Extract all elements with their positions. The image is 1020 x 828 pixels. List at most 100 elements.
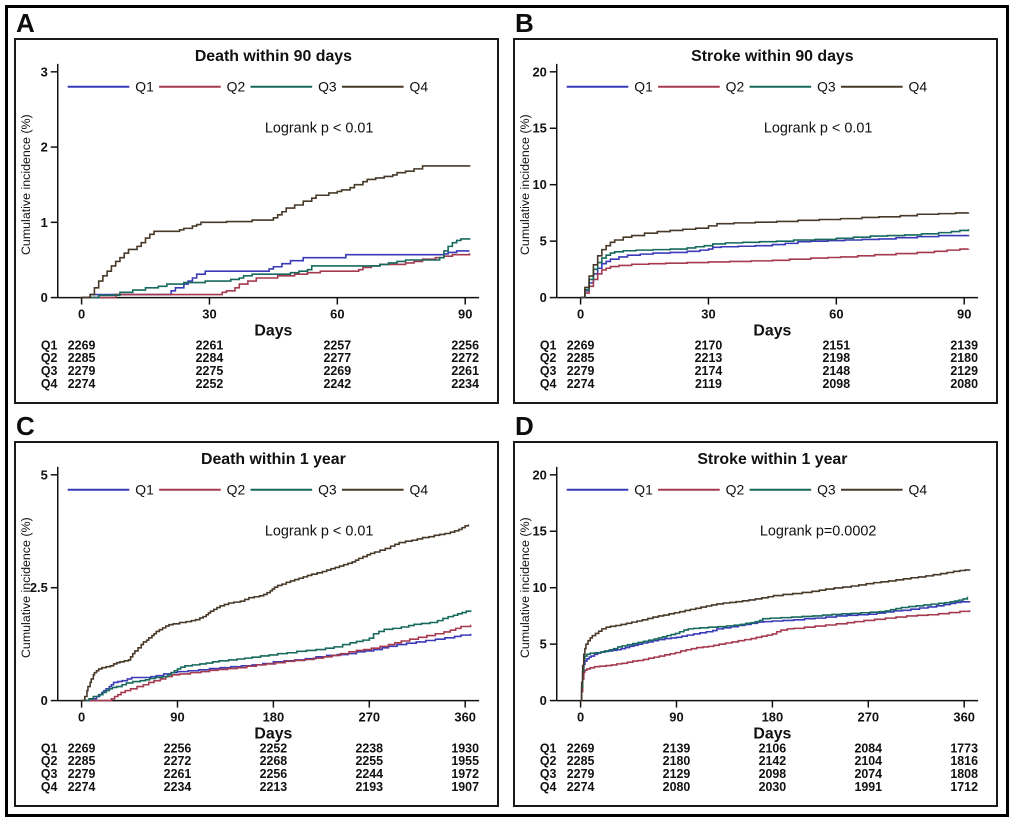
risk-count: 1972 <box>451 767 479 781</box>
risk-count: 2256 <box>164 741 192 755</box>
risk-count: 2238 <box>355 741 383 755</box>
panel-letter-a: A <box>16 8 35 38</box>
risk-count: 2279 <box>68 767 96 781</box>
y-tick-label: 5 <box>41 467 48 482</box>
x-tick-label: 90 <box>669 709 683 724</box>
risk-count: 2274 <box>68 780 96 794</box>
risk-count: 2284 <box>196 351 224 365</box>
series-line-q2 <box>81 624 472 702</box>
panel-grid: A Death within 90 days Q1 Q2 Q3 Q4 Logrank p … <box>8 8 1006 814</box>
x-tick-label: 360 <box>454 709 476 724</box>
risk-row-label: Q4 <box>41 377 58 391</box>
chart-title: Death within 1 year <box>201 451 346 468</box>
y-tick-label: 2 <box>41 140 48 155</box>
x-tick-label: 60 <box>829 306 843 321</box>
risk-count: 2256 <box>260 767 288 781</box>
series-line-q4 <box>580 212 970 299</box>
y-tick-label: 15 <box>532 524 546 539</box>
risk-count: 2148 <box>823 364 851 378</box>
legend-label-q4: Q4 <box>410 79 429 95</box>
x-tick-label: 270 <box>359 709 381 724</box>
series-line-q4 <box>81 165 471 299</box>
risk-count: 2275 <box>196 364 224 378</box>
y-tick-label: 3 <box>41 64 48 79</box>
x-tick-label: 0 <box>577 306 584 321</box>
panel-box-c: Death within 1 year Q1 Q2 Q3 Q4 Logrank p < 0… <box>14 441 499 807</box>
risk-count: 2030 <box>759 780 787 794</box>
risk-count: 2129 <box>950 364 978 378</box>
y-tick-label: 0 <box>41 290 48 305</box>
risk-count: 2151 <box>823 338 851 352</box>
risk-row-label: Q2 <box>540 351 557 365</box>
logrank-annotation: Logrank p < 0.01 <box>265 120 374 136</box>
risk-row-label: Q4 <box>540 780 557 794</box>
y-tick-label: 15 <box>532 121 546 136</box>
x-tick-label: 270 <box>858 709 880 724</box>
risk-row-label: Q4 <box>540 377 557 391</box>
y-tick-label: 0 <box>540 290 547 305</box>
series-line-q4 <box>81 524 470 702</box>
series-line-q3 <box>81 610 472 702</box>
series-line-q4 <box>580 569 971 702</box>
x-axis-title: Days <box>753 322 791 339</box>
legend-label-q2: Q2 <box>227 79 246 95</box>
risk-count: 2274 <box>567 377 595 391</box>
chart-title: Stroke within 1 year <box>697 451 847 468</box>
risk-count: 2129 <box>663 767 691 781</box>
y-tick-label: 10 <box>532 177 546 192</box>
risk-count: 2193 <box>355 780 383 794</box>
y-tick-label: 10 <box>532 580 546 595</box>
y-tick-label: 0 <box>41 693 48 708</box>
legend-label-q4: Q4 <box>909 482 928 498</box>
logrank-annotation: Logrank p < 0.01 <box>764 120 873 136</box>
risk-count: 2180 <box>950 351 978 365</box>
risk-count: 1955 <box>451 754 479 768</box>
series-line-q3 <box>580 229 970 299</box>
risk-count: 2269 <box>68 741 96 755</box>
risk-count: 1773 <box>950 741 978 755</box>
risk-count: 2261 <box>196 338 224 352</box>
risk-row-label: Q2 <box>41 754 58 768</box>
x-tick-label: 0 <box>78 709 85 724</box>
panel-box-b: Stroke within 90 days Q1 Q2 Q3 Q4 Logrank p <… <box>513 38 998 404</box>
x-tick-label: 360 <box>953 709 975 724</box>
y-tick-label: 20 <box>532 64 546 79</box>
risk-count: 2170 <box>695 338 723 352</box>
panel-letter-d: D <box>515 411 534 441</box>
x-tick-label: 60 <box>330 306 344 321</box>
x-axis-title: Days <box>254 725 292 742</box>
risk-row-label: Q2 <box>41 351 58 365</box>
risk-row-label: Q1 <box>41 741 58 755</box>
risk-count: 2213 <box>695 351 723 365</box>
chart-title: Death within 90 days <box>195 48 352 65</box>
risk-count: 2269 <box>567 338 595 352</box>
y-tick-label: 5 <box>540 234 547 249</box>
y-tick-label: 20 <box>532 467 546 482</box>
y-axis-title: Cumulative incidence (%) <box>518 517 532 658</box>
legend-label-q4: Q4 <box>410 482 429 498</box>
risk-count: 2269 <box>324 364 352 378</box>
risk-row-label: Q3 <box>540 364 557 378</box>
y-axis-title: Cumulative incidence (%) <box>518 114 532 255</box>
risk-row-label: Q4 <box>41 780 58 794</box>
x-tick-label: 30 <box>202 306 216 321</box>
risk-count: 2255 <box>355 754 383 768</box>
risk-count: 2180 <box>663 754 691 768</box>
legend-label-q2: Q2 <box>726 79 745 95</box>
risk-count: 2234 <box>451 377 479 391</box>
risk-count: 2139 <box>950 338 978 352</box>
risk-count: 2084 <box>854 741 882 755</box>
x-axis-title: Days <box>254 322 292 339</box>
legend-label-q1: Q1 <box>634 482 653 498</box>
figure-frame: A Death within 90 days Q1 Q2 Q3 Q4 Logrank p … <box>5 5 1009 817</box>
x-tick-label: 90 <box>957 306 971 321</box>
series-line-q2 <box>580 610 971 702</box>
risk-count: 2142 <box>759 754 787 768</box>
series-line-q1 <box>580 234 970 299</box>
x-axis-title: Days <box>753 725 791 742</box>
risk-count: 2074 <box>854 767 882 781</box>
panel-letter-c: C <box>16 411 35 441</box>
risk-count: 2213 <box>260 780 288 794</box>
